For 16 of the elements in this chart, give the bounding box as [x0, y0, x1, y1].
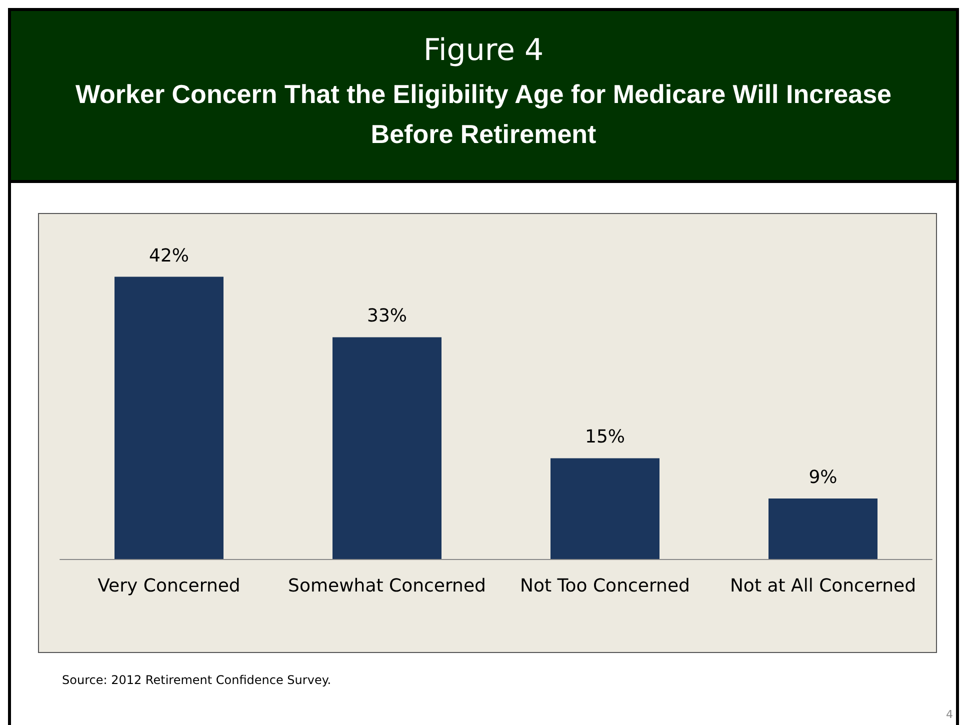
x-tick-label: Not at All Concerned — [730, 576, 916, 596]
text: 4 — [946, 708, 953, 721]
bar — [332, 337, 442, 559]
data-label: 9% — [808, 467, 838, 488]
chart-subtitle: Worker Concern That the Eligibility Age for Medicare Will Increase Before Retirement — [74, 78, 893, 151]
x-tick-label: Not Too Concerned — [520, 576, 690, 596]
data-label: 42% — [148, 245, 190, 266]
bar — [768, 498, 878, 559]
chart-title: Figure 4 — [422, 33, 545, 68]
data-label: 15% — [584, 426, 626, 448]
bar — [550, 458, 660, 559]
data-label: 33% — [366, 306, 408, 327]
x-tick-label: Very Concerned — [98, 576, 240, 596]
x-tick-label: Somewhat Concerned — [288, 576, 486, 596]
source-note: Source: 2012 Retirement Confidence Survey. — [62, 673, 332, 687]
bar — [114, 276, 224, 559]
